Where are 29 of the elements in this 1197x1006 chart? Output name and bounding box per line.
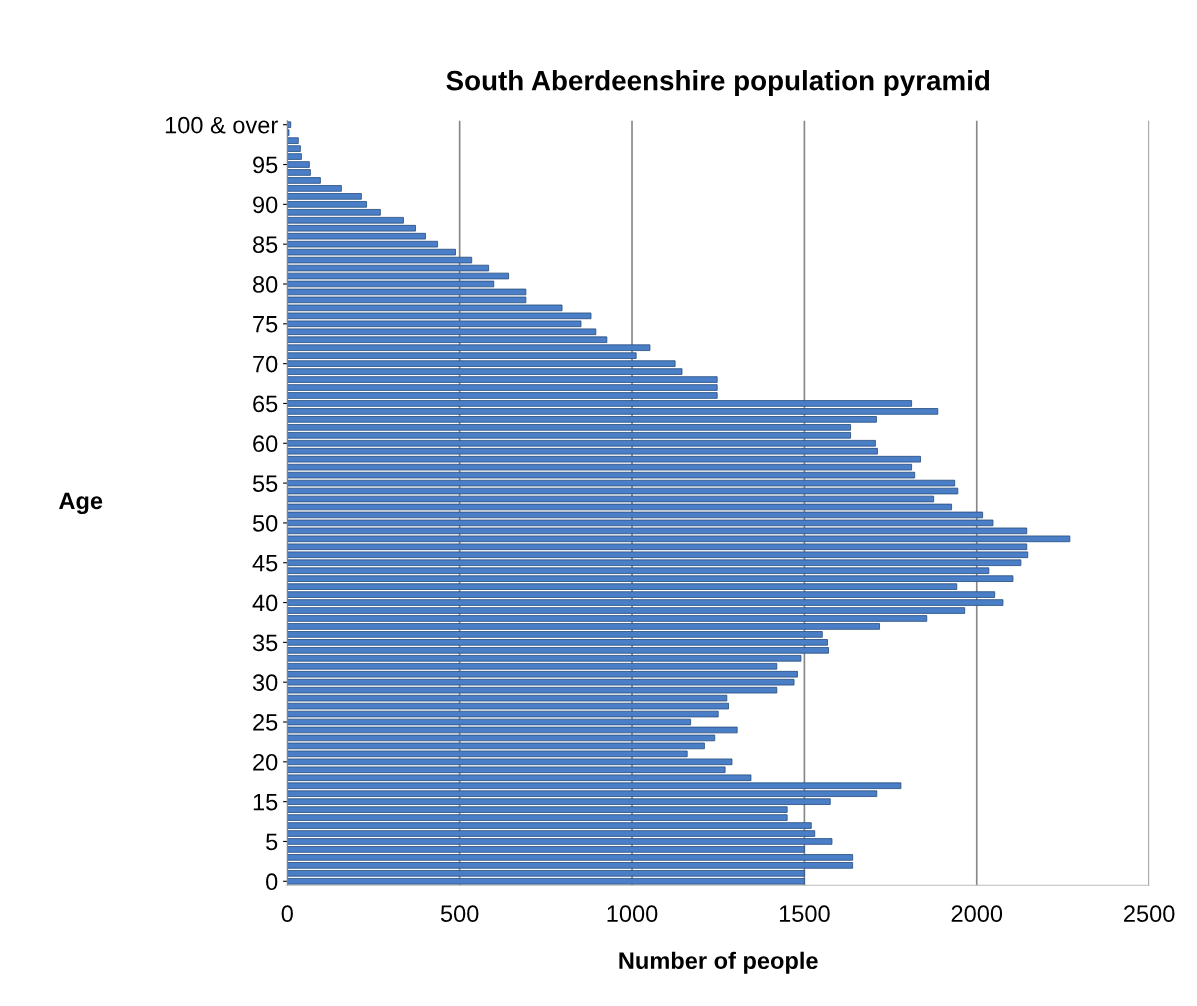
y-tick-label: 20 — [253, 753, 278, 771]
x-tick-label: 500 — [440, 905, 479, 923]
x-tick-label: 0 — [281, 905, 293, 923]
y-tick-label: 95 — [253, 156, 278, 174]
y-axis-title: Age — [59, 492, 103, 515]
y-tick-label: 30 — [252, 674, 278, 691]
y-tick-label: 60 — [253, 435, 278, 453]
y-tick-label: 40 — [252, 594, 278, 612]
y-tick-label: 15 — [253, 793, 278, 811]
y-tick-label: 50 — [252, 514, 278, 532]
y-tick-label: 65 — [253, 395, 278, 413]
y-tick-label: 85 — [253, 236, 278, 253]
y-tick-label: 25 — [253, 714, 278, 731]
y-tick-label: 5 — [266, 833, 278, 851]
x-axis-title: Number of people — [619, 951, 818, 974]
x-tick-label: 1500 — [779, 905, 830, 923]
y-tick-label: 75 — [253, 316, 278, 333]
y-tick-label: 55 — [252, 475, 278, 492]
y-tick-label: 0 — [266, 873, 278, 891]
x-tick-label: 2500 — [1124, 905, 1175, 923]
chart-title: South Aberdeenshire population pyramid — [446, 70, 990, 96]
y-tick-label: 70 — [253, 355, 278, 373]
y-tick-label: 35 — [252, 634, 278, 652]
y-tick-label: 80 — [253, 276, 278, 293]
y-tick-label: 45 — [252, 555, 278, 572]
x-tick-label: 1000 — [607, 905, 658, 923]
y-tick-label: 100 & over — [165, 116, 278, 134]
x-tick-label: 2000 — [951, 905, 1003, 923]
y-tick-label: 90 — [253, 196, 278, 214]
